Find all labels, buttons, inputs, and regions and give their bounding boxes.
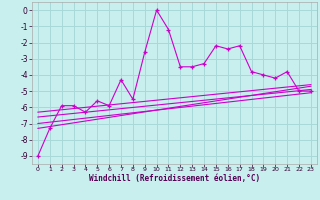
X-axis label: Windchill (Refroidissement éolien,°C): Windchill (Refroidissement éolien,°C) xyxy=(89,174,260,183)
